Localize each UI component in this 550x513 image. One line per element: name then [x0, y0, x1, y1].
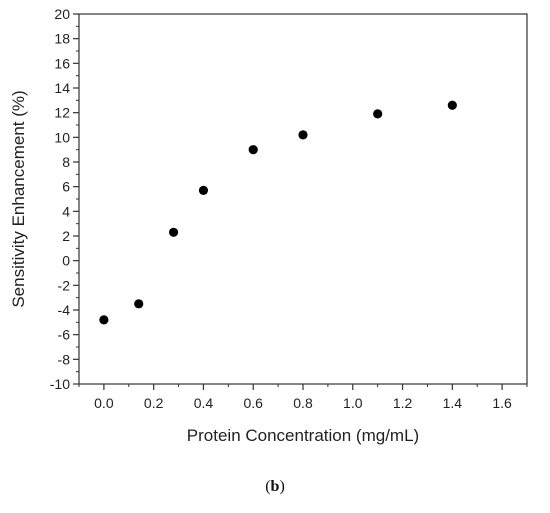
x-tick-label: 1.6: [492, 395, 512, 411]
y-tick-label: 8: [62, 154, 70, 170]
data-point: [373, 109, 383, 119]
x-tick-label: 0.0: [94, 395, 114, 411]
y-tick-label: 0: [62, 253, 70, 269]
x-tick-label: 0.8: [293, 395, 313, 411]
y-tick-label: 4: [62, 203, 70, 219]
y-tick-label: 2: [62, 228, 70, 244]
x-tick-label: 0.4: [194, 395, 214, 411]
y-tick-label: -10: [50, 376, 70, 392]
x-tick-label: 1.0: [343, 395, 363, 411]
y-tick-label: -6: [58, 327, 71, 343]
y-tick-label: 6: [62, 179, 70, 195]
data-point: [99, 315, 109, 325]
y-axis: -10 -8 -6 -4 -2 0 2 4 6 8 10 12 14 16 18 20: [50, 6, 79, 392]
y-axis-title: Sensitivity Enhancement (%): [9, 90, 28, 307]
figure-caption: (b): [0, 478, 550, 496]
y-tick-label: -2: [58, 277, 71, 293]
x-tick-label: 1.2: [393, 395, 413, 411]
data-point: [168, 227, 179, 237]
data-points: [99, 100, 457, 325]
y-tick-label: 18: [54, 31, 70, 47]
caption-close: ): [279, 478, 285, 495]
data-point: [198, 185, 209, 195]
caption-letter: b: [270, 478, 280, 495]
x-axis: 0.0 0.2 0.4 0.6 0.8 1.0 1.2 1.4 1.6: [78, 384, 528, 411]
y-tick-label: 14: [54, 80, 70, 96]
caption-open: (: [265, 478, 271, 495]
x-tick-label: 0.2: [144, 395, 164, 411]
y-tick-label: 20: [54, 6, 70, 22]
y-tick-label: 16: [54, 55, 70, 71]
y-tick-label: -8: [58, 351, 71, 367]
plot-frame: [78, 13, 528, 385]
data-point: [447, 100, 457, 110]
y-tick-label: 10: [54, 129, 70, 145]
data-point: [134, 299, 144, 309]
y-tick-label: -4: [58, 302, 71, 318]
x-tick-label: 1.4: [443, 395, 463, 411]
x-tick-label: 0.6: [243, 395, 263, 411]
data-point: [248, 145, 258, 155]
y-tick-label: 12: [54, 105, 70, 121]
x-axis-title: Protein Concentration (mg/mL): [187, 426, 419, 445]
data-point: [298, 130, 308, 140]
